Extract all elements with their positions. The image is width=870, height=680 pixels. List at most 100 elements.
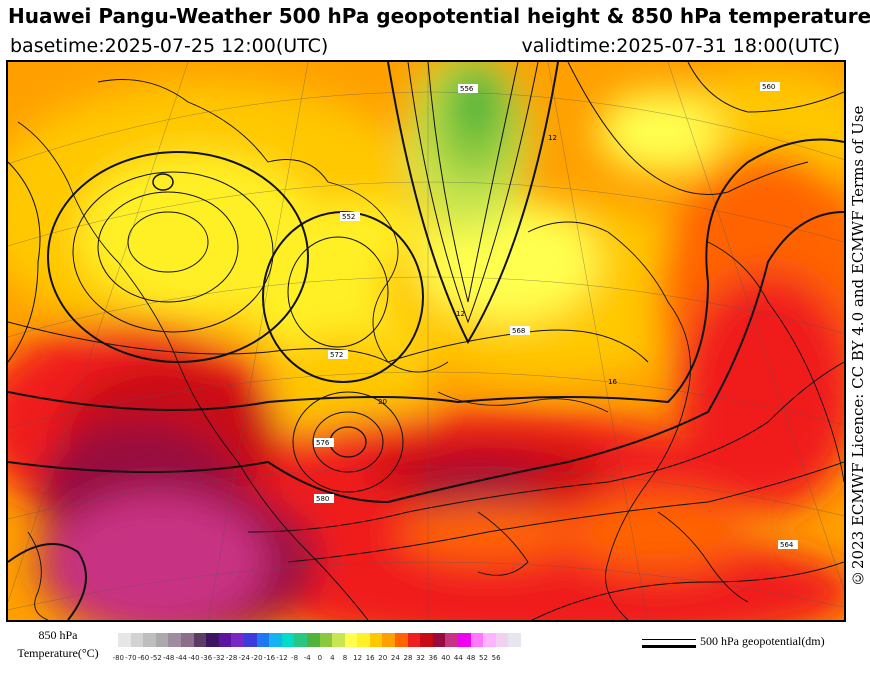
colorbar-tick-label: -32 (213, 654, 225, 662)
temp-label: 16 (608, 378, 617, 386)
colorbar-title-line2: Temperature(°C) (17, 646, 99, 660)
colorbar-tick-label: 0 (317, 654, 323, 662)
colorbar-tick-label: 20 (378, 654, 388, 662)
colorbar-swatch (483, 633, 496, 647)
contour-label: 576 (314, 438, 334, 447)
weather-map[interactable]: 568 576 580 552 556 572 564 560 12 12 16… (6, 60, 846, 622)
contour-label: 572 (328, 350, 348, 359)
colorbar-tick-label: 56 (491, 654, 501, 662)
colorbar-swatch (118, 633, 131, 647)
colorbar-tick-label: 44 (453, 654, 463, 662)
colorbar-tick-label: -12 (276, 654, 288, 662)
temp-label: 12 (548, 134, 557, 142)
colorbar-swatch (193, 633, 207, 647)
svg-text:556: 556 (460, 85, 474, 93)
map-canvas: 568 576 580 552 556 572 564 560 12 12 16… (8, 62, 844, 620)
svg-text:580: 580 (316, 495, 329, 503)
colorbar-tick-label: -70 (125, 654, 137, 662)
svg-text:552: 552 (342, 213, 355, 221)
colorbar-swatch (369, 633, 383, 647)
colorbar-swatch (143, 633, 156, 647)
colorbar-tick-label: -28 (225, 654, 238, 662)
colorbar-tick-label: 12 (353, 654, 363, 662)
colorbar-swatch (256, 633, 270, 647)
colorbar-title-line1: 850 hPa (38, 628, 78, 642)
contour-line-swatch (642, 635, 696, 649)
colorbar-tick-label: -24 (238, 654, 250, 662)
temperature-field (8, 62, 844, 620)
colorbar-swatch (382, 633, 396, 647)
svg-text:560: 560 (762, 83, 775, 91)
colorbar-tick-label: 32 (416, 654, 425, 662)
contour-label: 580 (314, 494, 334, 503)
temp-label: 12 (456, 310, 465, 318)
colorbar-tick-label: 40 (441, 654, 451, 662)
temperature-colorbar (118, 633, 521, 647)
colorbar-tick-label: -4 (303, 654, 311, 662)
colorbar-tick-label: 24 (390, 654, 400, 662)
colorbar-tick-label: -36 (200, 654, 213, 662)
colorbar-tick-label: -80 (112, 654, 125, 662)
colorbar-swatch (508, 633, 521, 647)
validtime-label: validtime:2025-07-31 18:00(UTC) (521, 35, 840, 57)
colorbar-tick-label: -8 (291, 654, 299, 662)
temp-label: 20 (378, 398, 387, 406)
contour-label: 564 (778, 540, 798, 549)
colorbar-swatch (168, 633, 181, 647)
colorbar-swatch (395, 633, 408, 647)
colorbar-tick-label: 36 (428, 654, 438, 662)
colorbar-swatch (218, 633, 232, 647)
contour-labels: 568 576 580 552 556 572 564 560 12 12 16… (314, 82, 798, 549)
colorbar-swatch (458, 633, 471, 647)
colorbar-swatch (231, 633, 244, 647)
colorbar-tick-label: 4 (330, 654, 335, 662)
colorbar-tick-label: 48 (466, 654, 476, 662)
contour-label: 560 (760, 82, 780, 91)
svg-text:564: 564 (780, 541, 794, 549)
colorbar-swatch (344, 633, 358, 647)
colorbar-swatch (407, 633, 421, 647)
colorbar-tick-label: -52 (150, 654, 162, 662)
colorbar-tick-label: -40 (188, 654, 200, 662)
colorbar-tick-label: 52 (479, 654, 488, 662)
colorbar-swatch (269, 633, 282, 647)
colorbar-tick-label: 28 (403, 654, 413, 662)
geopotential-contours (8, 62, 844, 620)
colorbar-tick-label: 16 (365, 654, 375, 662)
contour-label: 552 (340, 212, 360, 221)
basetime-label: basetime:2025-07-25 12:00(UTC) (10, 35, 329, 57)
license-text: ©2023 ECMWF Licence: CC BY 4.0 and ECMWF… (849, 105, 867, 587)
graticule (8, 62, 844, 620)
colorbar-tick-label: -20 (251, 654, 263, 662)
colorbar-tick-label: -16 (263, 654, 276, 662)
colorbar-title: 850 hPa Temperature(°C) (6, 626, 110, 662)
svg-text:568: 568 (512, 327, 525, 335)
colorbar-swatch (495, 633, 509, 647)
colorbar-swatch (180, 633, 194, 647)
colorbar-swatch (332, 633, 345, 647)
colorbar-swatch (445, 633, 459, 647)
colorbar-tick-label: 8 (342, 654, 348, 662)
contour-label: 568 (510, 326, 530, 335)
svg-text:576: 576 (316, 439, 330, 447)
colorbar-tick-label: -60 (137, 654, 150, 662)
colorbar-swatch (294, 633, 307, 647)
contour-legend: 500 hPa geopotential(dm) (642, 634, 825, 649)
contour-label: 556 (458, 84, 478, 93)
colorbar-tick-label: -44 (175, 654, 187, 662)
colorbar-swatch (130, 633, 144, 647)
colorbar-swatch (357, 633, 370, 647)
colorbar-swatch (306, 633, 320, 647)
chart-title: Huawei Pangu-Weather 500 hPa geopotentia… (8, 4, 870, 28)
colorbar-swatch (420, 633, 433, 647)
colorbar-ticks: -80 -70 -60 -52 -48 -44 -40 -36 -32 -28 -24 -20 -16-… (112, 654, 502, 664)
colorbar-swatch (206, 633, 219, 647)
contour-legend-label: 500 hPa geopotential(dm) (700, 634, 825, 648)
colorbar-swatch (470, 633, 484, 647)
colorbar-tick-label: -48 (162, 654, 175, 662)
colorbar-swatch (319, 633, 333, 647)
svg-text:572: 572 (330, 351, 343, 359)
colorbar-swatch (155, 633, 169, 647)
colorbar-swatch (243, 633, 257, 647)
colorbar-swatch (432, 633, 446, 647)
